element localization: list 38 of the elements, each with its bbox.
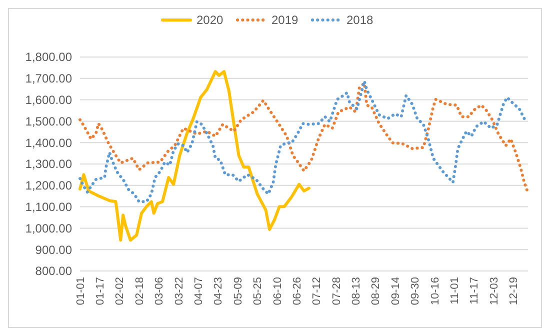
y-tick-label: 1,000.00 [25, 221, 72, 236]
y-tick-label: 1,800.00 [25, 50, 72, 64]
x-tick-label: 12-19 [508, 277, 520, 306]
y-tick-label: 900.00 [35, 242, 72, 257]
x-tick-label: 01-01 [74, 277, 87, 306]
x-tick-label: 10-16 [429, 277, 442, 306]
y-tick-label: 1,700.00 [25, 72, 72, 86]
y-tick-label: 1,100.00 [25, 200, 72, 214]
y-tick-label: 1,600.00 [25, 93, 72, 107]
x-tick-label: 04-07 [193, 277, 206, 306]
x-tick-label: 02-18 [134, 277, 146, 306]
x-tick-label: 05-25 [252, 277, 264, 306]
x-tick-label: 09-14 [390, 277, 402, 306]
y-tick-label: 1,400.00 [25, 136, 72, 150]
x-tick-label: 04-23 [212, 277, 225, 306]
y-tick-label: 1,500.00 [25, 114, 72, 128]
x-tick-label: 01-17 [94, 277, 107, 306]
x-tick-label: 03-06 [154, 277, 166, 306]
y-tick-label: 1,300.00 [25, 157, 72, 172]
x-tick-label: 08-29 [370, 277, 382, 306]
x-tick-label: 07-28 [330, 277, 343, 306]
legend-label: 2018 [346, 13, 374, 28]
x-tick-label: 06-26 [291, 277, 304, 306]
line-series [78, 70, 310, 242]
y-tick-label: 1,200.00 [25, 178, 72, 193]
x-tick-label: 11-17 [468, 277, 481, 304]
x-tick-label: 03-22 [173, 277, 186, 306]
x-tick-label: 05-09 [232, 277, 244, 306]
x-tick-label: 11-01 [449, 277, 462, 304]
y-tick-label: 800.00 [35, 264, 72, 278]
x-tick-label: 02-02 [114, 277, 126, 306]
x-tick-label: 08-13 [350, 277, 363, 306]
legend-label: 2020 [196, 13, 224, 28]
x-tick-label: 09-30 [410, 277, 422, 306]
legend-label: 2019 [272, 13, 299, 28]
x-tick-label: 12-03 [488, 277, 500, 306]
x-tick-label: 06-10 [272, 277, 284, 306]
x-tick-label: 07-12 [311, 277, 324, 306]
